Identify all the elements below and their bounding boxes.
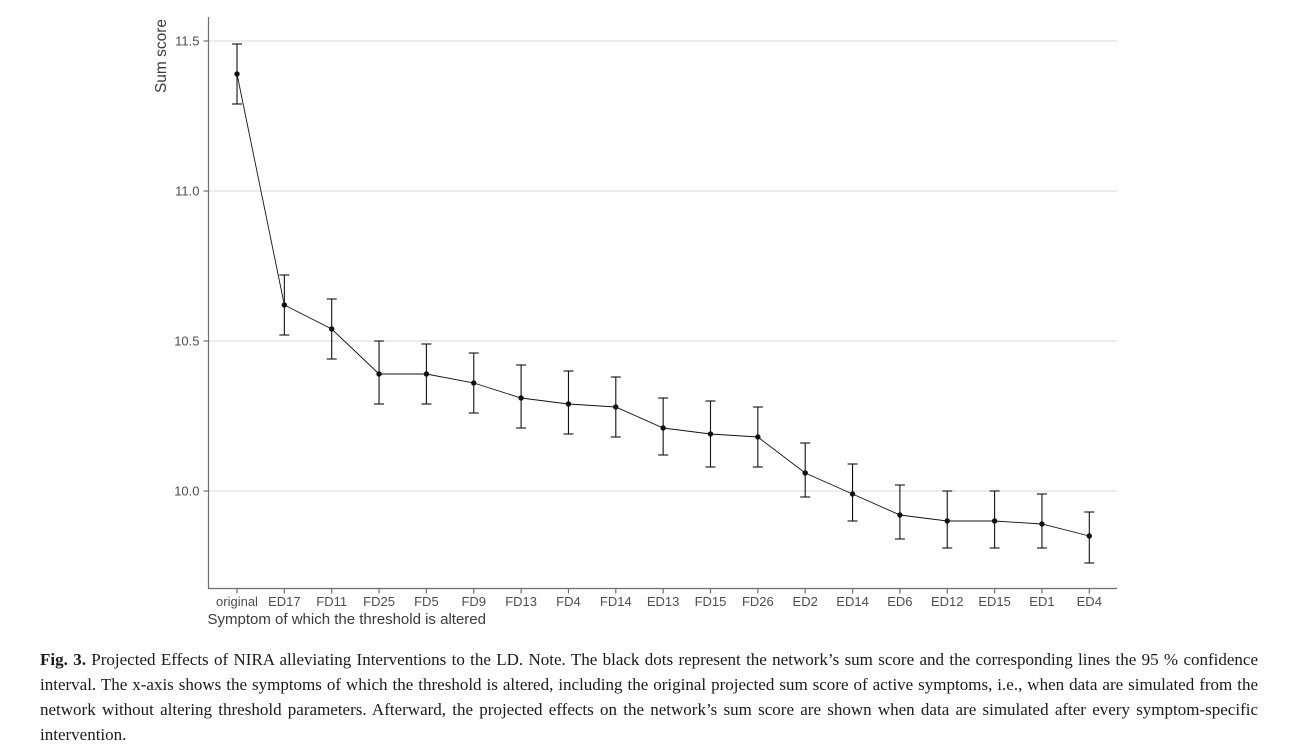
- sum-score-chart: 11.5 11.0 10.5 10.0 original ED17 FD11 FD25 FD5 F…: [153, 17, 1117, 628]
- data-point: [565, 401, 572, 407]
- data-point: [518, 395, 524, 401]
- data-point: [897, 512, 903, 518]
- figure-label: Fig. 3.: [40, 650, 86, 669]
- y-tick-label: 11.5: [175, 34, 199, 49]
- x-tick-label: ED6: [887, 594, 912, 609]
- y-axis-title: Sum score: [153, 19, 170, 93]
- data-point: [281, 302, 288, 308]
- data-point: [423, 371, 430, 377]
- x-tick-label: FD13: [505, 594, 537, 609]
- y-tick-label: 10.5: [174, 334, 199, 349]
- figure-caption-text: Projected Effects of NIRA alleviating In…: [40, 650, 1259, 744]
- data-point: [802, 470, 808, 476]
- x-tick-label: ED2: [793, 594, 818, 609]
- data-point: [234, 71, 240, 77]
- data-point: [660, 425, 666, 431]
- x-tick-label: ED4: [1077, 594, 1102, 609]
- x-tick-label: FD4: [556, 594, 581, 609]
- data-point: [613, 404, 619, 410]
- data-point: [1039, 521, 1045, 527]
- x-tick-label: ED12: [931, 594, 964, 609]
- data-point: [707, 431, 714, 437]
- y-tick-label: 11.0: [175, 184, 199, 199]
- x-tick-label: FD15: [695, 594, 727, 609]
- figure-caption: Fig. 3. Projected Effects of NIRA allevi…: [40, 647, 1258, 747]
- x-tick-label: FD26: [742, 594, 774, 609]
- x-tick-label: FD14: [600, 594, 632, 609]
- x-tick-label: FD11: [316, 594, 347, 609]
- x-tick-label: FD9: [461, 594, 486, 609]
- data-point: [944, 518, 950, 524]
- y-tick-label: 10.0: [174, 484, 199, 499]
- x-tick-label: ED17: [268, 594, 301, 609]
- data-point: [1086, 533, 1093, 539]
- series-line: [236, 73, 1090, 537]
- x-tick-label: FD25: [363, 594, 395, 609]
- x-axis-title: Symptom of which the threshold is altere…: [208, 611, 486, 628]
- data-point: [329, 326, 335, 332]
- data-point: [376, 371, 382, 377]
- x-tick-label: ED14: [836, 594, 869, 609]
- data-point: [849, 491, 856, 497]
- data-point: [471, 380, 477, 386]
- data-point: [755, 434, 761, 440]
- x-tick-label: ED1: [1029, 594, 1054, 609]
- x-tick-label: FD5: [414, 594, 439, 609]
- x-tick-label: ED13: [647, 594, 680, 609]
- x-tick-label: original: [216, 594, 258, 609]
- data-point: [991, 518, 998, 524]
- x-tick-label: ED15: [978, 594, 1011, 609]
